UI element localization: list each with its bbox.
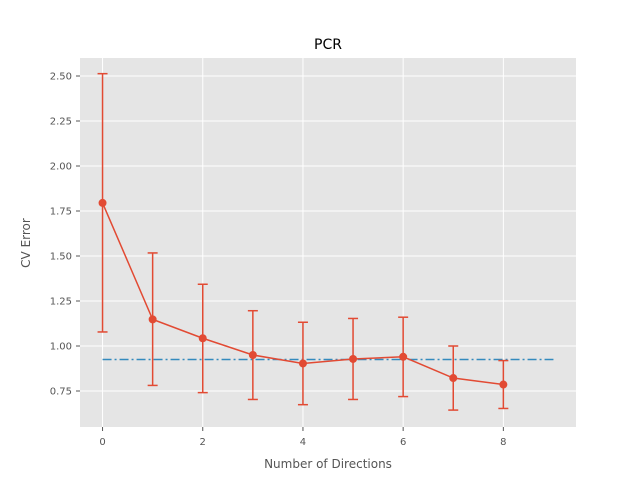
x-axis-ticks: 0 2 4 6 8	[99, 427, 507, 448]
x-tick-label: 8	[500, 437, 506, 448]
data-point	[349, 354, 358, 363]
data-markers	[98, 198, 508, 389]
y-tick-label: 2.25	[50, 117, 72, 128]
y-tick-label: 1.00	[50, 342, 72, 353]
y-tick-label: 1.25	[50, 297, 72, 308]
data-point	[399, 352, 408, 361]
y-tick-label: 2.00	[50, 162, 72, 173]
y-axis-label: CV Error	[19, 218, 33, 268]
x-tick-label: 6	[400, 437, 406, 448]
data-point	[98, 198, 107, 207]
data-point	[248, 351, 257, 359]
y-tick-label: 1.75	[50, 207, 72, 218]
x-tick-label: 0	[99, 437, 105, 448]
x-tick-label: 2	[200, 437, 206, 448]
grid	[80, 58, 576, 427]
data-point	[148, 315, 157, 324]
y-tick-label: 0.75	[50, 387, 72, 398]
y-tick-label: 1.50	[50, 252, 72, 263]
data-point	[298, 359, 307, 368]
x-axis-label: Number of Directions	[264, 457, 392, 471]
plot-area	[80, 58, 576, 427]
chart-title: PCR	[314, 37, 342, 53]
y-axis-ticks: 0.75 1.00 1.25 1.50 1.75 2.00 2.25 2.50	[50, 72, 80, 398]
y-tick-label: 2.50	[50, 72, 72, 83]
x-tick-label: 4	[300, 437, 306, 448]
data-point	[449, 374, 458, 383]
data-point	[198, 334, 207, 343]
data-point	[499, 380, 508, 389]
